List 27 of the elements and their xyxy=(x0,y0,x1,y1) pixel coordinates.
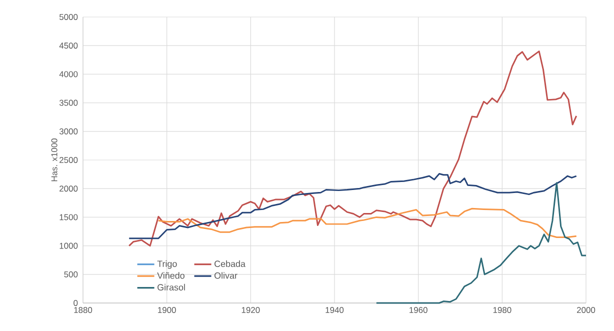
y-tick-label: 2000 xyxy=(60,186,78,192)
line-series xyxy=(128,172,578,240)
y-tick-label: 5000 xyxy=(59,14,78,20)
y-tick-label: 4000 xyxy=(59,71,78,78)
y-tick-label: 4500 xyxy=(59,42,78,49)
y-tick-label: 2500 xyxy=(60,157,78,163)
y-axis-title: Has. x1000 xyxy=(51,138,58,182)
legend-label: Olivar xyxy=(214,272,238,279)
line-series xyxy=(128,50,578,247)
y-tick-label: 3500 xyxy=(59,100,78,106)
x-tick-label: 1900 xyxy=(158,307,176,314)
legend-label: Viñedo xyxy=(157,272,184,279)
legend-label: Girasol xyxy=(158,284,185,290)
y-tick-label: 3000 xyxy=(59,128,78,134)
y-tick-label: 1500 xyxy=(60,214,78,220)
x-tick-label: 1880 xyxy=(74,307,92,314)
x-tick-label: 1920 xyxy=(242,307,260,314)
legend-label: Trigo xyxy=(157,260,177,269)
x-tick-label: 1980 xyxy=(493,307,512,314)
legend-label: Cebada xyxy=(214,260,246,267)
y-tick-label: 500 xyxy=(64,271,78,278)
x-tick-label: 1940 xyxy=(326,307,344,314)
x-tick-label: 1960 xyxy=(410,307,428,314)
y-tick-label: 1000 xyxy=(60,242,78,249)
line-series xyxy=(376,182,587,304)
y-tick-label: 0 xyxy=(74,300,78,306)
x-tick-label: 2000 xyxy=(577,307,596,314)
